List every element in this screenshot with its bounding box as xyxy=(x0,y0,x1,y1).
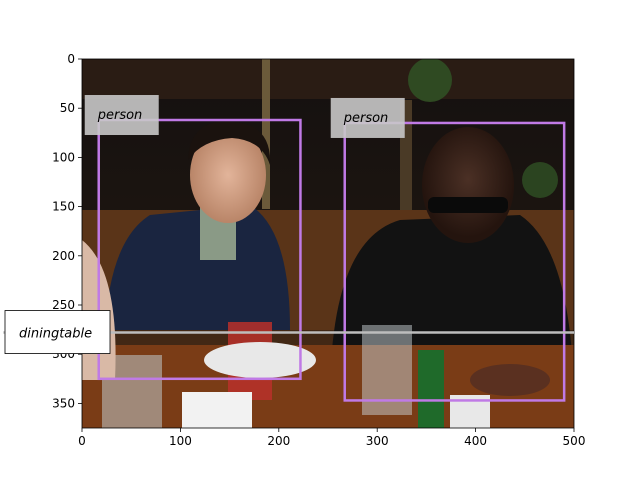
box-label-bg xyxy=(330,97,405,138)
y-tick-label: 200 xyxy=(52,249,75,263)
box-label: person xyxy=(343,111,389,126)
x-tick-label: 0 xyxy=(78,434,86,448)
y-tick-label: 250 xyxy=(52,298,75,312)
x-tick-label: 200 xyxy=(267,434,290,448)
y-tick-label: 50 xyxy=(60,101,75,115)
x-tick-label: 100 xyxy=(169,434,192,448)
box-label-bg xyxy=(84,95,159,136)
photo-image xyxy=(82,59,574,428)
x-tick-label: 300 xyxy=(366,434,389,448)
box-label: diningtable xyxy=(19,327,92,342)
axes-frame xyxy=(81,58,575,429)
annotation-boxes: person person diningtable xyxy=(3,95,574,402)
y-tick-label: 0 xyxy=(67,52,75,66)
person-box xyxy=(97,118,302,381)
box-label: person xyxy=(97,108,143,123)
y-tick-label: 150 xyxy=(52,200,75,214)
box-label-bg xyxy=(4,310,111,354)
y-tick-label: 100 xyxy=(52,150,75,164)
x-tick-label: 500 xyxy=(563,434,586,448)
y-tick-label: 350 xyxy=(52,396,75,410)
person-box xyxy=(343,121,566,402)
x-tick-label: 400 xyxy=(464,434,487,448)
x-axis: 0 100 200 300 400 500 xyxy=(78,428,585,448)
